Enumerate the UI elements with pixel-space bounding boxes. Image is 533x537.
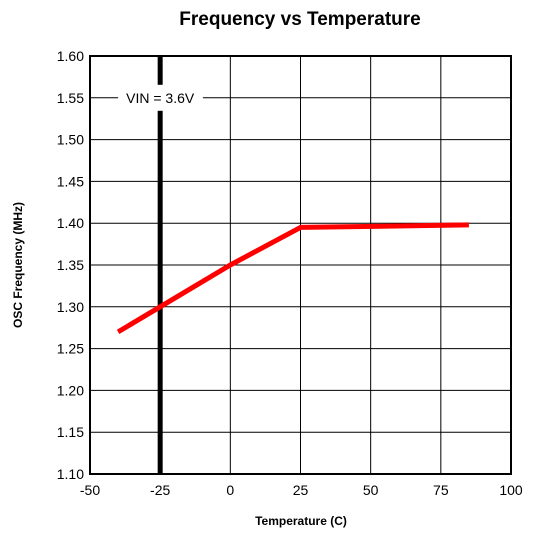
x-tick-label: 0 <box>226 482 234 498</box>
x-tick-label: -25 <box>150 482 170 498</box>
y-tick-label: 1.10 <box>57 466 84 482</box>
y-tick-label: 1.35 <box>57 257 84 273</box>
series-line-0 <box>116 222 469 335</box>
y-tick-label: 1.15 <box>57 424 84 440</box>
y-tick-label: 1.45 <box>57 173 84 189</box>
annotation-background <box>118 84 203 111</box>
axes: 1.10 1.15 1.20 1.25 1.30 1.35 1.40 1.45 1.50 1.55… <box>57 48 523 498</box>
annotation-label: VIN = 3.6V <box>126 90 195 106</box>
y-tick-label: 1.50 <box>57 132 84 148</box>
y-tick-label: 1.40 <box>57 215 84 231</box>
x-tick-label: 75 <box>433 482 449 498</box>
series-layer <box>116 222 469 335</box>
y-tick-label: 1.25 <box>57 341 84 357</box>
plot-frame <box>89 55 512 475</box>
y-tick-label: 1.60 <box>57 48 84 64</box>
x-tick-label: -50 <box>80 482 100 498</box>
chart-title: Frequency vs Temperature <box>179 9 420 30</box>
y-tick-label: 1.55 <box>57 90 84 106</box>
y-tick-label: 1.20 <box>57 382 84 398</box>
x-tick-label: 50 <box>363 482 379 498</box>
x-axis-title: Temperature (C) <box>255 514 347 528</box>
x-tick-label: 100 <box>499 482 523 498</box>
grid <box>89 55 512 475</box>
x-tick-label: 25 <box>293 482 309 498</box>
y-tick-label: 1.30 <box>57 299 84 315</box>
y-axis-title: OSC Frequency (MHz) <box>11 202 25 328</box>
annotation-layer: VIN = 3.6V <box>118 84 203 111</box>
